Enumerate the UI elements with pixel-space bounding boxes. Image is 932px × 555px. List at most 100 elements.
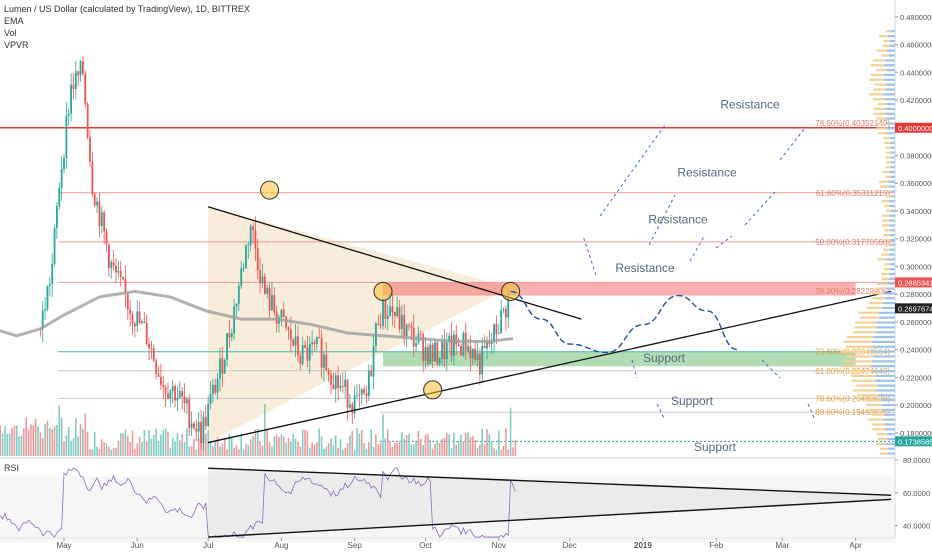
volume-bar: [401, 432, 403, 456]
volume-bar: [181, 434, 183, 456]
candle-body: [112, 262, 115, 266]
support-zone: [383, 351, 856, 367]
legend-vol[interactable]: Vol: [4, 28, 17, 38]
vpvr-bar-up: [844, 369, 873, 373]
candle-body: [185, 399, 188, 404]
volume-bar: [420, 439, 422, 456]
rsi-trend-line-0: [208, 467, 892, 496]
candle-body: [476, 354, 479, 361]
price-tick-label: 0.36000000: [900, 179, 932, 188]
price-marker: [895, 436, 932, 447]
volume-bar: [429, 440, 432, 456]
volume-bar: [266, 428, 269, 456]
volume-bar: [509, 407, 512, 456]
candle-body: [197, 421, 200, 432]
volume-bar: [252, 436, 254, 456]
vpvr-bar-down: [888, 277, 895, 280]
vpvr-bar-down: [888, 253, 895, 256]
vpvr-bar-up: [881, 253, 889, 256]
candle-body: [235, 303, 238, 307]
volume-bar: [271, 446, 273, 456]
time-tick-label: Aug: [274, 541, 288, 550]
support-label: Support: [671, 394, 714, 408]
vpvr-bar-down: [890, 30, 895, 33]
vpvr-bar-down: [876, 331, 895, 334]
rsi-tick-label: 80.0000: [903, 456, 930, 465]
volume-bar: [223, 438, 226, 456]
vpvr-bar-down: [887, 35, 895, 38]
vpvr-bar-up: [876, 282, 887, 285]
candle-body: [405, 324, 408, 337]
candle-body: [313, 342, 316, 344]
volume-bar: [384, 438, 387, 456]
rsi-label: RSI: [4, 463, 20, 473]
candle-body: [467, 346, 469, 351]
vpvr-bar-up: [881, 54, 889, 57]
candle-body: [268, 287, 271, 311]
candle-body: [157, 374, 160, 377]
candle-body: [443, 342, 446, 360]
candle-body: [469, 346, 472, 359]
volume-bar: [453, 432, 455, 456]
volume-bar: [129, 442, 131, 456]
volume-bar: [138, 436, 141, 456]
volume-bar: [115, 447, 117, 456]
resistance-label: Resistance: [677, 165, 737, 179]
volume-bar: [275, 434, 278, 456]
projection-arrow: [689, 234, 706, 262]
vpvr-bar-up: [876, 433, 887, 436]
vpvr-bar-down: [890, 229, 895, 232]
projection-wave: [510, 290, 738, 354]
volume-bar: [110, 449, 113, 456]
volume-bar: [195, 449, 198, 456]
volume-bar: [323, 448, 325, 456]
candle-body: [396, 307, 399, 317]
candle-body: [382, 299, 384, 326]
fib-label: 78.60%(0.40352149): [815, 119, 890, 128]
vpvr-bar-up: [883, 268, 890, 271]
volume-bar: [169, 448, 172, 456]
legend-ema[interactable]: EMA: [4, 16, 24, 26]
vpvr-bar-up: [858, 311, 879, 314]
vpvr-bar-up: [884, 229, 891, 232]
volume-bar: [424, 434, 427, 456]
candle-body: [150, 347, 153, 349]
candle-body: [82, 61, 84, 74]
highlight-circle-1: [373, 281, 393, 301]
volume-bar: [512, 447, 514, 456]
volume-bar: [176, 432, 179, 456]
candle-body: [282, 309, 285, 318]
volume-bar: [91, 449, 94, 456]
candle-body: [372, 345, 375, 377]
resistance-label: Resistance: [615, 261, 675, 275]
vpvr-bar-up: [854, 326, 877, 329]
legend-vpvr[interactable]: VPVR: [4, 40, 29, 50]
candle-body: [259, 270, 262, 284]
candle-body: [242, 268, 245, 270]
vpvr-bar-down: [879, 316, 895, 319]
volume-bar: [256, 429, 259, 456]
volume-bar: [6, 433, 9, 456]
volume-bar: [476, 448, 479, 456]
volume-bar: [238, 449, 240, 456]
volume-bar: [396, 442, 398, 456]
vpvr-bar-down: [887, 437, 895, 441]
candle-body: [103, 212, 106, 232]
candle-body: [393, 311, 396, 317]
vpvr-bar-up: [881, 224, 890, 227]
volume-bar: [0, 425, 1, 456]
vpvr-bar-down: [886, 68, 895, 72]
candle-body: [107, 244, 110, 269]
candle-body: [339, 385, 342, 389]
vpvr-bar-up: [876, 68, 887, 72]
vpvr-bar-down: [883, 93, 895, 96]
volume-bar: [41, 437, 44, 456]
price-tick-label: 0.26000000: [900, 318, 932, 327]
volume-bar: [178, 440, 181, 456]
price-marker: [895, 122, 932, 133]
candle-body: [294, 336, 297, 346]
candle-body: [209, 393, 212, 404]
candle-body: [422, 334, 425, 361]
candle-body: [77, 71, 80, 76]
